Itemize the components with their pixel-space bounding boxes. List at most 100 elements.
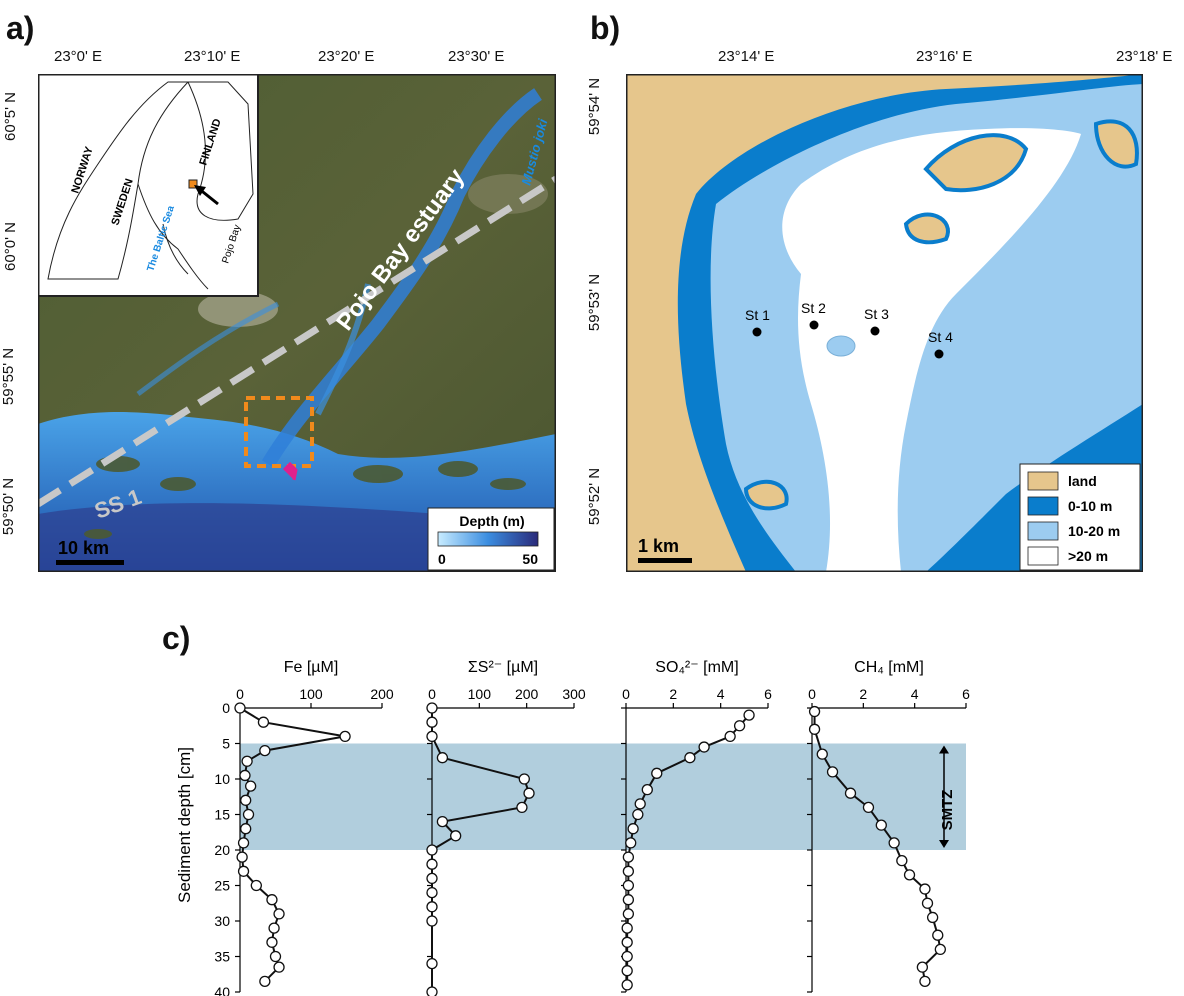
depth-class-legend: land 0-10 m 10-20 m >20 m: [1019, 463, 1141, 571]
data-point: [826, 766, 839, 778]
station-label: St 3: [864, 306, 889, 322]
data-point: [245, 780, 257, 792]
data-point: [622, 879, 635, 892]
left-tick-label: 59°52' N: [586, 467, 604, 526]
data-point: [625, 837, 637, 849]
x-tick-label: 6: [764, 686, 772, 702]
station-label: St 2: [801, 300, 826, 316]
top-tick-label: 23°16' E: [916, 48, 973, 65]
data-point: [237, 865, 250, 877]
x-tick-label: 2: [669, 686, 677, 702]
panel-c-profiles: Sediment depth [cm] Fe [µM]0 100 200051015…: [175, 659, 970, 996]
data-point: [919, 883, 931, 895]
depth-legend: Depth (m) 0 50: [427, 507, 555, 571]
data-point: [518, 773, 530, 785]
station-label: St 1: [745, 307, 770, 323]
panel-a-map: Pojo Bay estuary SS 1 Mustio joki 10 km …: [38, 74, 556, 572]
data-point: [436, 815, 449, 828]
inset-map: NORWAY SWEDEN FINLAND The Baltic Sea Poj…: [38, 74, 259, 297]
station-st2: St 2: [801, 300, 826, 330]
depth-legend-max: 50: [522, 551, 538, 567]
data-point: [259, 975, 271, 988]
station-marker: [282, 461, 298, 481]
legend-swatch: [1027, 471, 1059, 491]
station-st3: St 3: [864, 306, 889, 336]
profile-panel: SO₄²⁻ [mM] 0 2 4 6: [621, 659, 772, 993]
x-tick-label: 200: [370, 686, 394, 702]
station-st4: St 4: [928, 329, 953, 359]
legend-swatch: [1027, 496, 1059, 516]
left-tick-label: 60°0' N: [1, 222, 19, 271]
data-point: [926, 911, 939, 924]
data-point: [896, 854, 908, 867]
x-tick-label: 0: [808, 686, 816, 702]
data-point: [743, 709, 755, 721]
data-point: [426, 986, 438, 996]
depth-legend-min: 0: [438, 551, 446, 567]
y-tick-label: 25: [214, 878, 230, 894]
panel-a-label: a): [6, 10, 35, 46]
legend-swatch: [1027, 546, 1059, 566]
panel-b-label: b): [590, 10, 621, 46]
data-point: [621, 936, 633, 948]
data-point: [875, 819, 887, 831]
scale-label: 10 km: [58, 538, 109, 558]
top-tick-label: 23°10' E: [184, 48, 241, 65]
data-point: [426, 915, 438, 927]
data-point: [622, 894, 635, 906]
data-point: [934, 943, 946, 956]
data-point: [240, 794, 252, 806]
panel-a-top-ticks: 23°0' E 23°10' E 23°20' E 23°30' E: [38, 48, 558, 70]
data-point: [627, 823, 639, 835]
station-st1: St 1: [745, 307, 770, 337]
x-tick-label: 300: [562, 686, 586, 702]
x-tick-label: 0: [236, 686, 244, 702]
data-point: [426, 730, 438, 743]
smtz-arrow-head-top: [939, 745, 949, 754]
data-point: [622, 851, 635, 863]
profile-title: ΣS²⁻ [µM]: [468, 659, 538, 676]
top-tick-label: 23°0' E: [54, 48, 103, 65]
data-point: [426, 872, 438, 885]
data-point: [622, 908, 635, 920]
smtz-label: SMTZ: [939, 790, 956, 831]
data-point: [621, 965, 633, 977]
data-point: [239, 769, 251, 782]
data-point: [339, 730, 351, 743]
y-tick-label: 20: [214, 842, 230, 858]
top-tick-label: 23°18' E: [1116, 48, 1173, 65]
x-tick-label: 4: [717, 686, 725, 702]
data-point: [426, 957, 438, 970]
data-point: [684, 752, 696, 764]
data-point: [240, 823, 252, 835]
data-point: [622, 865, 635, 877]
study-area-box: [244, 396, 314, 468]
top-tick-label: 23°30' E: [448, 48, 505, 65]
data-point: [259, 744, 271, 757]
data-point: [237, 837, 250, 849]
y-tick-label: 30: [214, 913, 230, 929]
scale-bar: [638, 558, 692, 563]
y-axis-label: Sediment depth [cm]: [175, 747, 194, 903]
data-point: [516, 801, 528, 814]
data-point: [651, 767, 663, 779]
data-point: [919, 975, 931, 988]
data-point: [632, 808, 644, 821]
legend-label: land: [1068, 473, 1097, 489]
data-point: [234, 702, 246, 714]
profile-panel: CH₄ [mM] 0 2 4 6: [807, 659, 970, 993]
left-tick-label: 59°55' N: [0, 347, 18, 406]
data-point: [242, 808, 255, 821]
data-point: [862, 801, 875, 814]
inset-location-box: [188, 179, 198, 189]
estuary-channel: [261, 88, 543, 468]
legend-label: >20 m: [1068, 548, 1108, 564]
legend-label: 0-10 m: [1068, 498, 1112, 514]
scale-bar: [56, 560, 124, 565]
data-point: [273, 961, 285, 973]
x-tick-label: 200: [515, 686, 539, 702]
ss1-profile-line: [38, 176, 556, 507]
depth-legend-title: Depth (m): [459, 513, 524, 529]
profile-title: CH₄ [mM]: [854, 659, 924, 676]
data-point: [426, 858, 438, 870]
